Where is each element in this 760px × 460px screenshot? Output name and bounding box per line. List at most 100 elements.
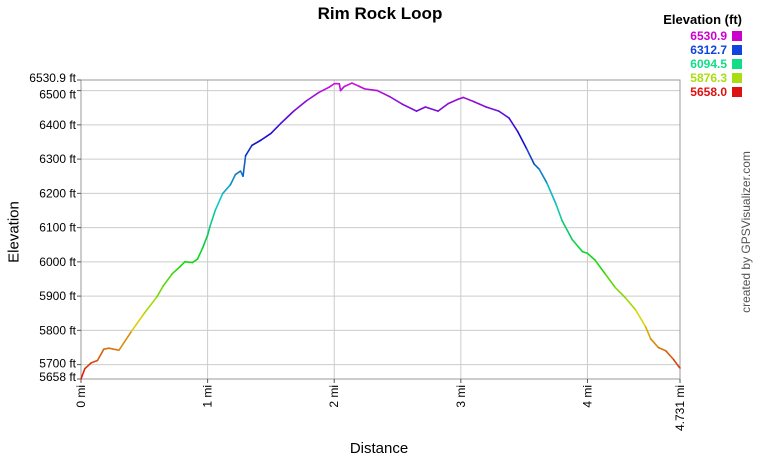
y-tick-label: 6300 ft [39, 152, 76, 166]
line-segment [415, 106, 427, 112]
line-segment [517, 130, 528, 150]
y-tick-label: 5658 ft [39, 370, 76, 384]
line-segment [130, 312, 146, 332]
line-segment [251, 139, 262, 147]
line-segment [191, 258, 199, 264]
line-segment [156, 285, 165, 298]
line-segment [571, 238, 584, 253]
x-tick-label: 4 mi [580, 385, 594, 408]
y-tick-label: 6400 ft [39, 118, 76, 132]
legend-entry: 6094.5 [663, 57, 742, 71]
line-segment [280, 110, 295, 124]
line-segment [201, 234, 209, 249]
line-segment [171, 266, 181, 275]
x-tick-label: 2 mi [327, 385, 341, 408]
x-tick-label: 1 mi [201, 385, 215, 408]
line-segment [328, 82, 336, 88]
line-segment [214, 192, 224, 212]
legend-entry: 6312.7 [663, 43, 742, 57]
line-segment [644, 326, 652, 340]
y-tick-label: 6100 ft [39, 221, 76, 235]
line-segment [546, 182, 557, 205]
line-segment [318, 86, 330, 94]
x-tick-label: 3 mi [454, 385, 468, 408]
line-segment [594, 259, 606, 275]
y-tick-label: 6530.9 ft [29, 71, 76, 85]
line-segment [614, 286, 627, 299]
line-segment [339, 85, 346, 92]
line-segment [554, 202, 563, 222]
credit-text: created by GPSVisualizer.com [739, 151, 753, 313]
y-tick-label: 6200 ft [39, 186, 76, 200]
line-segment [677, 365, 681, 369]
legend-entry-label: 6312.7 [690, 43, 727, 57]
line-segment [242, 154, 247, 178]
line-segment [672, 358, 680, 368]
legend-entry: 5658.0 [663, 85, 742, 99]
line-segment [424, 106, 439, 112]
line-segment [447, 98, 460, 105]
legend-swatch [732, 59, 742, 69]
line-segment [143, 295, 158, 315]
grid [80, 79, 681, 380]
line-segment [184, 261, 194, 264]
elevation-line [80, 82, 681, 380]
line-segment [437, 102, 449, 112]
line-segment [604, 273, 617, 289]
line-segment [229, 173, 237, 186]
y-tick-label: 6500 ft [39, 88, 76, 102]
line-segment [162, 273, 173, 287]
line-segment [343, 82, 353, 88]
legend: Elevation (ft) 6530.9 6312.7 6094.5 5876.3 5… [663, 12, 742, 99]
line-segment [196, 247, 204, 260]
line-segment [259, 132, 272, 142]
line-segment [665, 350, 675, 361]
line-segment [624, 297, 637, 311]
line-segment [222, 183, 232, 195]
line-segment [351, 82, 361, 88]
line-segment [376, 89, 391, 98]
line-segment [292, 100, 308, 112]
line-segment [234, 170, 242, 176]
chart-title: Rim Rock Loop [317, 4, 443, 23]
line-segment [80, 367, 86, 380]
legend-entry-label: 6094.5 [690, 57, 727, 71]
line-segment [657, 346, 667, 352]
y-tick-label: 5700 ft [39, 357, 76, 371]
legend-swatch [732, 45, 742, 55]
legend-swatch [732, 31, 742, 41]
line-segment [508, 117, 519, 133]
y-axis-label: Elevation [5, 201, 23, 263]
line-segment [102, 347, 110, 350]
legend-swatch [732, 73, 742, 83]
x-axis-label: Distance [349, 440, 409, 457]
x-tick-label: 0 mi [74, 385, 88, 408]
line-segment [472, 100, 487, 108]
legend-entries: 6530.9 6312.7 6094.5 5876.3 5658.0 [663, 29, 742, 99]
line-segment [561, 219, 574, 241]
line-segment [96, 348, 105, 362]
line-segment [244, 144, 253, 157]
line-segment [538, 168, 548, 184]
legend-entry-label: 6530.9 [690, 29, 727, 43]
line-segment [178, 261, 186, 268]
line-segment [305, 91, 320, 102]
x-axis: 0 mi 1 mi 2 mi 3 mi 4 mi 4.731 mi [74, 379, 687, 431]
line-segment [485, 106, 500, 112]
line-segment [209, 209, 217, 227]
legend-swatch [732, 87, 742, 97]
line-segment [108, 347, 120, 352]
line-segment [649, 338, 660, 349]
line-segment [389, 95, 404, 106]
line-segment [525, 148, 536, 166]
line-segment [498, 110, 510, 119]
line-segment [118, 330, 133, 352]
y-tick-label: 5900 ft [39, 289, 76, 303]
line-segment [533, 163, 541, 171]
line-segment [206, 225, 211, 236]
line-segment [457, 96, 465, 100]
legend-entry: 6530.9 [663, 29, 742, 43]
line-segment [358, 85, 366, 90]
